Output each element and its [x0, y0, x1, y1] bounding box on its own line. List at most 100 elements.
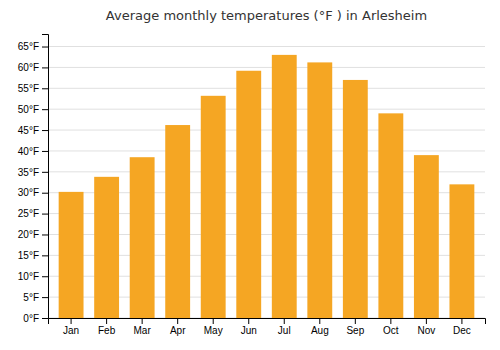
x-tick-mark: [390, 318, 391, 324]
y-tick-mark: [42, 47, 48, 48]
y-tick-mark: [42, 255, 48, 256]
bar: [236, 71, 261, 318]
bar: [272, 55, 297, 318]
y-tick-mark: [42, 130, 48, 131]
y-tick-label: 65°F: [18, 41, 39, 52]
x-tick-label: Jul: [278, 325, 291, 336]
y-tick-label: 25°F: [18, 208, 39, 219]
x-tick-label: Jun: [241, 325, 257, 336]
grid-line: [48, 150, 485, 151]
bar: [307, 62, 332, 318]
y-axis: 0°F 5°F 10°F 15°F 20°F 25°F 30°F 35°F 40°F 45°F 50…: [18, 35, 49, 324]
y-tick-mark: [42, 172, 48, 173]
x-tick-label: Nov: [417, 325, 435, 336]
bar: [449, 184, 474, 318]
x-tick: Jun: [241, 318, 257, 336]
y-tick-mark: [42, 276, 48, 277]
y-tick-mark: [42, 297, 48, 298]
y-tick-label: 35°F: [18, 167, 39, 178]
x-tick-label: Dec: [453, 325, 471, 336]
x-tick: Aug: [311, 318, 329, 336]
y-tick: 45°F: [18, 125, 48, 136]
x-tick: Nov: [417, 318, 435, 336]
y-tick-label: 60°F: [18, 62, 39, 73]
y-tick: 55°F: [18, 83, 48, 94]
y-tick: 65°F: [18, 41, 48, 52]
y-tick-label: 5°F: [23, 292, 39, 303]
y-tick: 40°F: [18, 146, 48, 157]
x-tick-mark: [248, 318, 249, 324]
y-tick: 35°F: [18, 167, 48, 178]
chart: Jan Feb Mar Apr May Jun Jul Aug Sep Oct Nov Dec 0°F 5…: [0, 0, 500, 350]
x-tick-mark: [284, 318, 285, 324]
y-tick-label: 0°F: [23, 313, 39, 324]
bar: [201, 96, 226, 318]
grid-line: [48, 46, 485, 47]
bar: [343, 80, 368, 318]
x-tick: Jan: [63, 318, 79, 336]
x-tick: Feb: [98, 318, 116, 336]
x-tick-label: Mar: [134, 325, 152, 336]
x-tick-mark: [142, 318, 143, 324]
y-axis-line: [42, 35, 49, 319]
x-axis-line: [49, 319, 486, 325]
bars: [59, 55, 475, 318]
bar: [130, 157, 155, 318]
x-tick-mark: [177, 318, 178, 324]
grid-line: [48, 130, 485, 131]
x-tick-label: Sep: [346, 325, 364, 336]
y-tick-mark: [42, 318, 48, 319]
y-tick: 30°F: [18, 187, 48, 198]
x-tick: Jul: [278, 318, 291, 336]
x-tick-label: May: [204, 325, 223, 336]
x-tick-mark: [461, 318, 462, 324]
y-tick-label: 30°F: [18, 187, 39, 198]
y-tick-label: 40°F: [18, 146, 39, 157]
x-tick-label: Oct: [383, 325, 399, 336]
y-tick-mark: [42, 193, 48, 194]
x-tick: Apr: [170, 318, 186, 336]
x-tick-mark: [355, 318, 356, 324]
y-tick: 20°F: [18, 229, 48, 240]
y-tick-label: 10°F: [18, 271, 39, 282]
x-tick-mark: [71, 318, 72, 324]
x-tick-label: Aug: [311, 325, 329, 336]
y-tick: 15°F: [18, 250, 48, 261]
bar: [378, 113, 403, 318]
x-tick: Sep: [346, 318, 364, 336]
x-tick-mark: [319, 318, 320, 324]
x-tick: Oct: [383, 318, 399, 336]
bar: [59, 192, 84, 318]
x-tick-label: Apr: [170, 325, 186, 336]
y-tick-mark: [42, 109, 48, 110]
y-tick-mark: [42, 214, 48, 215]
y-tick-label: 15°F: [18, 250, 39, 261]
x-tick-mark: [213, 318, 214, 324]
x-tick-mark: [426, 318, 427, 324]
grid: [48, 47, 485, 318]
bar: [414, 155, 439, 318]
y-tick-label: 45°F: [18, 125, 39, 136]
x-tick: Mar: [134, 318, 152, 336]
grid-line: [48, 109, 485, 110]
y-tick: 5°F: [23, 292, 48, 303]
x-tick: May: [204, 318, 223, 336]
y-tick-label: 55°F: [18, 83, 39, 94]
y-tick-mark: [42, 88, 48, 89]
x-tick-mark: [106, 318, 107, 324]
y-tick-mark: [42, 234, 48, 235]
y-tick-mark: [42, 67, 48, 68]
x-tick-label: Feb: [98, 325, 116, 336]
title: Average monthly temperatures (°F ) in Ar…: [106, 8, 427, 23]
grid-line: [48, 67, 485, 68]
bar: [165, 125, 190, 318]
x-axis: Jan Feb Mar Apr May Jun Jul Aug Sep Oct Nov Dec: [49, 318, 486, 336]
y-tick: 60°F: [18, 62, 48, 73]
y-tick: 0°F: [23, 313, 48, 324]
y-tick: 25°F: [18, 208, 48, 219]
x-tick-label: Jan: [63, 325, 79, 336]
y-tick-label: 20°F: [18, 229, 39, 240]
y-tick: 10°F: [18, 271, 48, 282]
bar: [94, 177, 119, 318]
y-tick: 50°F: [18, 104, 48, 115]
